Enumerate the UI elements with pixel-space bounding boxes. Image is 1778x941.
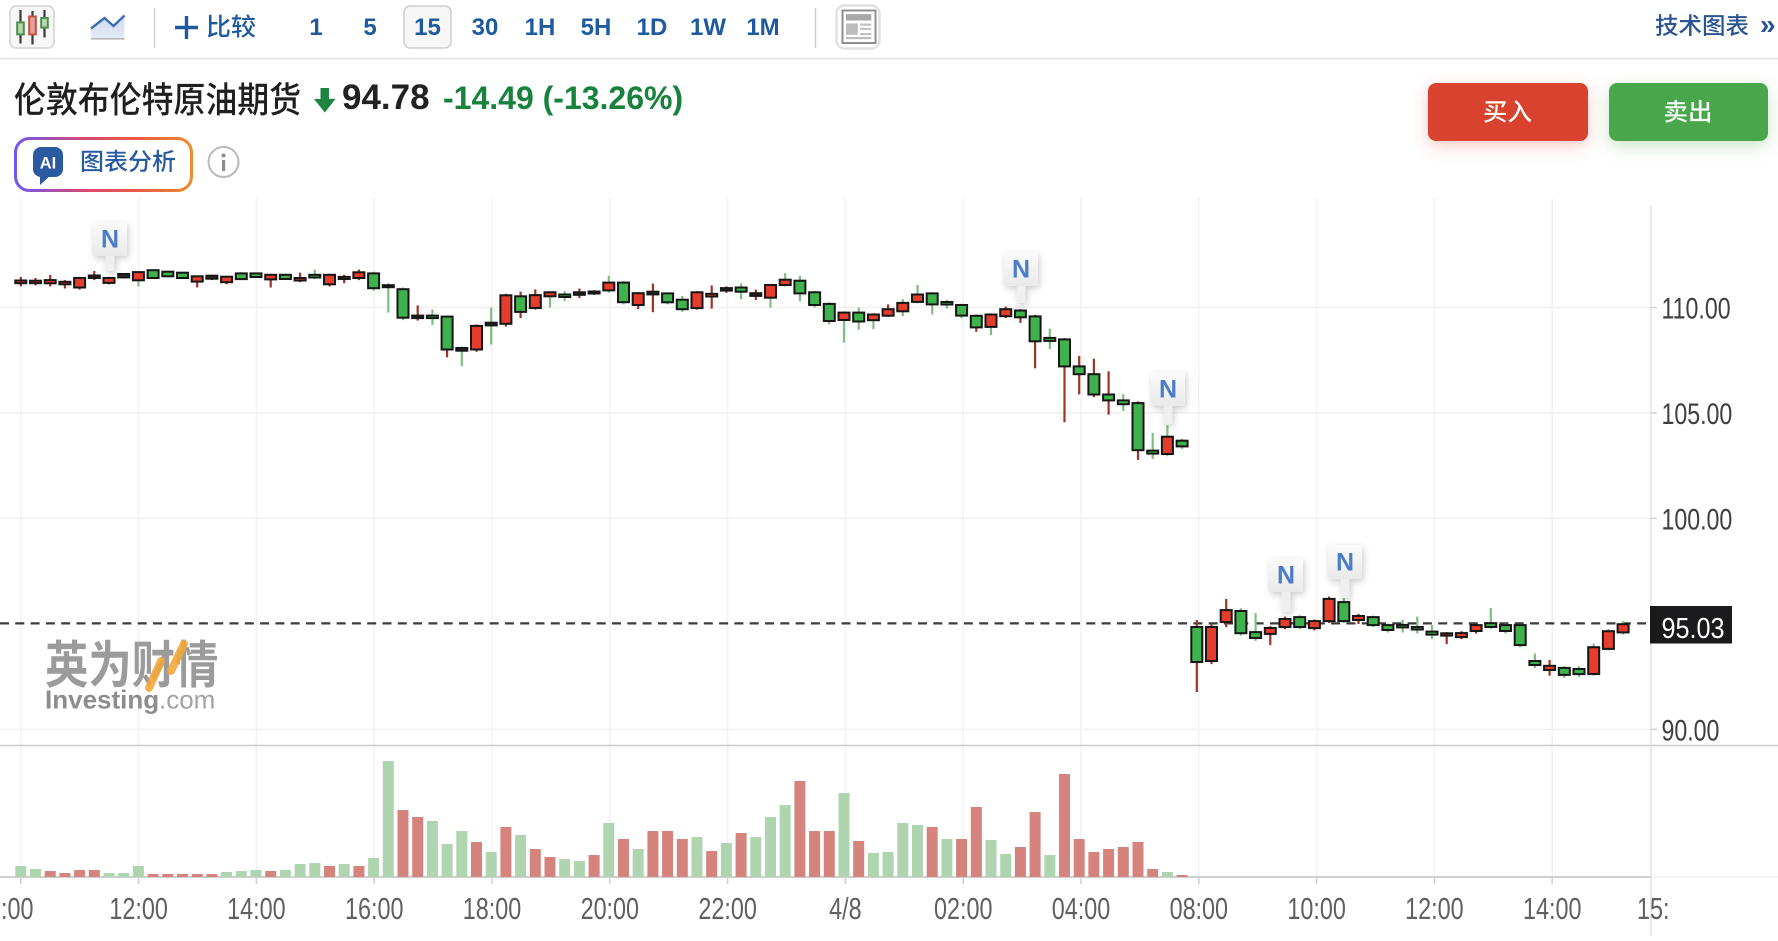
svg-text:N: N [1012, 256, 1030, 284]
svg-text:94.78: 94.78 [342, 78, 430, 117]
svg-text:10:00: 10:00 [1287, 891, 1345, 926]
svg-text:Investing: Investing [45, 685, 159, 715]
svg-text:04:00: 04:00 [1052, 891, 1110, 926]
svg-text:5: 5 [363, 14, 376, 41]
svg-text:30: 30 [472, 14, 499, 41]
svg-text:100.00: 100.00 [1662, 503, 1733, 537]
svg-text:1D: 1D [637, 14, 668, 41]
svg-text:4/8: 4/8 [829, 891, 861, 926]
svg-text::00: :00 [1, 891, 33, 926]
svg-text:95.03: 95.03 [1662, 611, 1725, 644]
svg-text:AI: AI [40, 155, 57, 173]
svg-text:5H: 5H [581, 14, 612, 41]
svg-text:»: » [1760, 9, 1776, 40]
svg-text:.com: .com [159, 685, 215, 715]
svg-text:1H: 1H [525, 14, 556, 41]
svg-text:12:00: 12:00 [1405, 891, 1463, 926]
svg-text:1M: 1M [746, 14, 779, 41]
svg-text:08:00: 08:00 [1170, 891, 1228, 926]
svg-text:1W: 1W [690, 14, 726, 41]
svg-text:N: N [1159, 376, 1177, 404]
svg-text:1: 1 [309, 14, 322, 41]
svg-text:N: N [1336, 549, 1354, 577]
svg-text:14:00: 14:00 [1523, 891, 1581, 926]
svg-text:90.00: 90.00 [1662, 714, 1720, 748]
svg-text:02:00: 02:00 [934, 891, 992, 926]
svg-text:N: N [1277, 562, 1295, 590]
svg-text:20:00: 20:00 [581, 891, 639, 926]
svg-text:-14.49 (-13.26%): -14.49 (-13.26%) [443, 80, 683, 116]
svg-text:15: 15 [414, 14, 441, 41]
svg-text:N: N [101, 226, 119, 254]
svg-text:105.00: 105.00 [1662, 397, 1733, 431]
svg-text:110.00: 110.00 [1662, 292, 1731, 326]
svg-text:18:00: 18:00 [463, 891, 521, 926]
svg-text:22:00: 22:00 [698, 891, 756, 926]
svg-text:12:00: 12:00 [109, 891, 167, 926]
svg-text:14:00: 14:00 [227, 891, 285, 926]
svg-text:16:00: 16:00 [345, 891, 403, 926]
svg-text:15:: 15: [1637, 891, 1669, 926]
